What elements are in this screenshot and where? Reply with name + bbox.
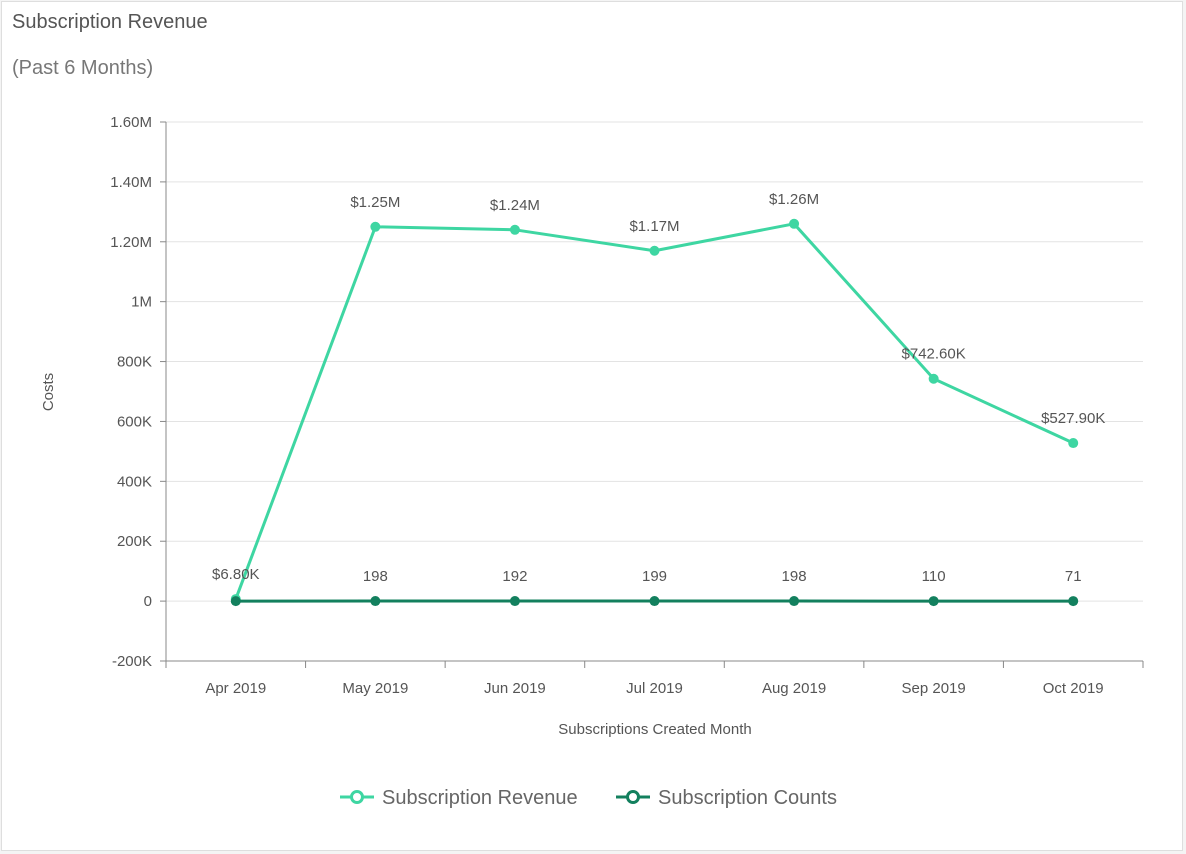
data-label: $1.26M (769, 191, 819, 208)
data-label: 198 (363, 568, 388, 585)
data-label: 199 (642, 568, 667, 585)
data-point (928, 596, 939, 607)
axes: -200K 0 200K 400K 600K 800K 1M 1.20M 1.40M 1.60M A… (110, 114, 1144, 697)
x-axis-title: Subscriptions Created Month (558, 721, 751, 738)
legend: Subscription Revenue Subscription Counts (340, 787, 837, 809)
chart-title: Subscription Revenue (12, 11, 208, 33)
y-tick-label: 600K (117, 413, 152, 430)
data-label: $6.80K (212, 566, 260, 583)
data-label: $1.17M (629, 218, 679, 235)
data-point (509, 224, 520, 235)
series-revenue (230, 218, 1079, 605)
data-label: 198 (782, 568, 807, 585)
data-labels: $6.80K $1.25M $1.24M $1.17M $1.26M $742.60K $5… (212, 191, 1105, 585)
series-line (234, 222, 1074, 600)
x-tick-label: Jul 2019 (626, 680, 683, 697)
x-tick-label: Oct 2019 (1043, 680, 1104, 697)
y-tick-label: 1.60M (110, 114, 152, 131)
data-point (1068, 438, 1079, 449)
data-point (789, 596, 800, 607)
y-tick-label: 1.40M (110, 174, 152, 191)
data-point (370, 596, 381, 607)
data-point (789, 218, 800, 229)
y-tick-label: 0 (144, 593, 152, 610)
x-tick-label: Apr 2019 (205, 680, 266, 697)
data-label: $1.24M (490, 197, 540, 214)
series-layer (230, 218, 1079, 607)
y-tick-label: 200K (117, 533, 152, 550)
data-point (230, 596, 241, 607)
data-point (928, 373, 939, 384)
series-counts (230, 596, 1079, 607)
data-point (509, 596, 520, 607)
data-label: 110 (922, 568, 946, 585)
legend-item-revenue: Subscription Revenue (340, 787, 578, 809)
x-tick-label: Sep 2019 (902, 680, 966, 697)
legend-item-counts: Subscription Counts (616, 787, 837, 809)
y-tick-label: 1.20M (110, 234, 152, 251)
data-point (370, 221, 381, 232)
chart-subtitle: (Past 6 Months) (12, 57, 154, 79)
data-label: $742.60K (902, 346, 966, 363)
legend-label: Subscription Revenue (382, 787, 578, 809)
data-label: $1.25M (350, 194, 400, 211)
data-label: 192 (502, 568, 527, 585)
y-tick-label: 400K (117, 473, 152, 490)
y-axis-title: Costs (40, 373, 57, 411)
legend-marker (626, 790, 640, 804)
data-point (649, 596, 660, 607)
legend-label: Subscription Counts (658, 787, 837, 809)
y-tick-label: 800K (117, 354, 152, 371)
y-tick-label: 1M (131, 294, 152, 311)
data-point (1068, 596, 1079, 607)
data-point (649, 245, 660, 256)
data-label: $527.90K (1041, 410, 1105, 427)
x-tick-label: May 2019 (342, 680, 408, 697)
x-tick-label: Jun 2019 (484, 680, 546, 697)
y-tick-label: -200K (112, 653, 152, 670)
legend-marker (350, 790, 364, 804)
data-label: 71 (1065, 568, 1082, 585)
x-tick-label: Aug 2019 (762, 680, 826, 697)
gridlines (166, 121, 1143, 602)
